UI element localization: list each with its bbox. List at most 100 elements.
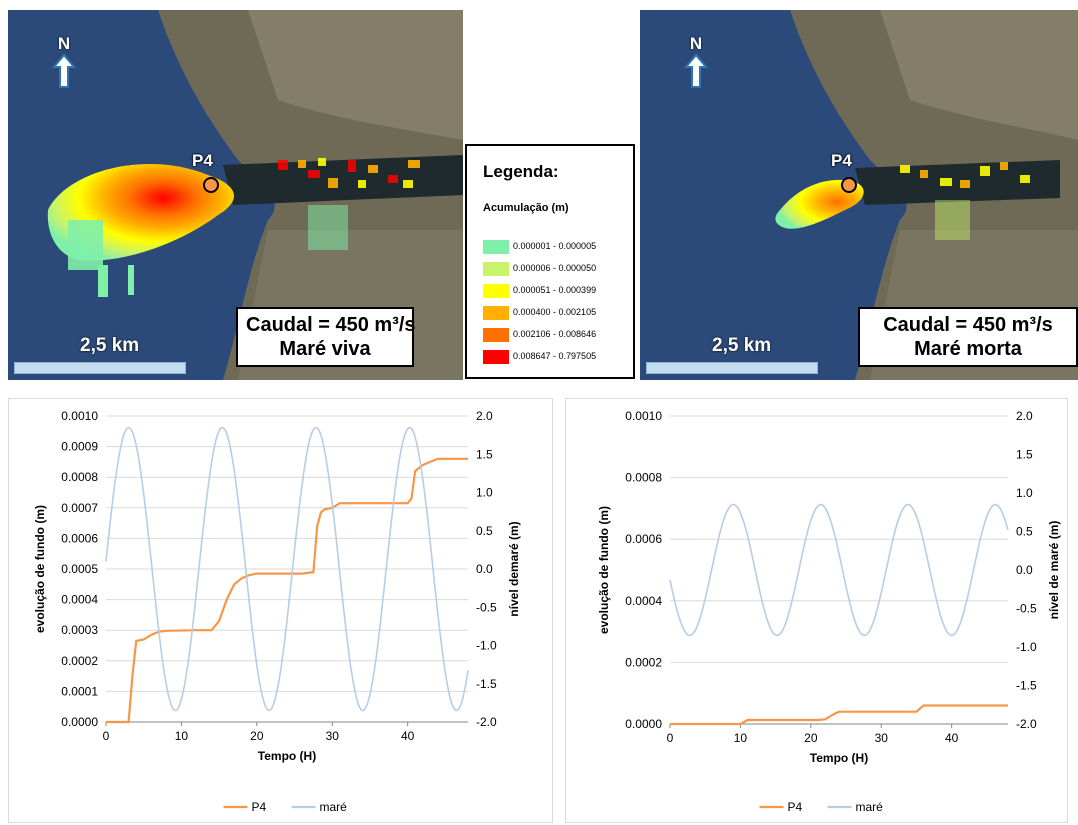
y-tick-label: 0.0000 xyxy=(61,715,98,729)
y2-tick-label: 1.5 xyxy=(1016,448,1033,462)
y2-tick-label: -2.0 xyxy=(1016,717,1037,731)
y2-tick-label: -0.5 xyxy=(1016,602,1037,616)
y-tick-label: 0.0002 xyxy=(61,654,98,668)
x-tick-label: 40 xyxy=(401,729,415,743)
legend-item-label: 0.000006 - 0.000050 xyxy=(513,263,597,273)
y2-tick-label: 1.0 xyxy=(1016,486,1033,500)
legend-swatch xyxy=(483,349,509,364)
y2-tick-label: -2.0 xyxy=(476,715,497,729)
legend-swatch xyxy=(483,327,509,342)
y2-tick-label: 2.0 xyxy=(1016,409,1033,423)
legend-item-label: 0.000051 - 0.000399 xyxy=(513,285,597,295)
y2-tick-label: 1.5 xyxy=(476,447,493,461)
y2-tick-label: -0.5 xyxy=(476,600,497,614)
series-line-p4 xyxy=(670,704,1008,726)
y2-tick-label: 0.5 xyxy=(1016,525,1033,539)
y2-axis-label: nível demaré (m) xyxy=(507,521,521,616)
y-tick-label: 0.0007 xyxy=(61,501,98,515)
x-tick-label: 30 xyxy=(326,729,340,743)
x-axis-label: Tempo (H) xyxy=(810,751,868,765)
legend-label: maré xyxy=(320,800,348,814)
legend-item-label: 0.000001 - 0.000005 xyxy=(513,241,597,251)
legend-title: Legenda: xyxy=(483,162,559,181)
y2-tick-label: 0.0 xyxy=(1016,563,1033,577)
series-line-p4 xyxy=(106,457,468,724)
legend-item: 0.000400 - 0.002105 xyxy=(483,304,596,320)
y-tick-label: 0.0000 xyxy=(625,717,662,731)
y2-tick-label: -1.5 xyxy=(476,677,497,691)
point-label: P4 xyxy=(831,151,852,170)
satellite-map-image xyxy=(8,10,463,380)
caudal-text: Caudal = 450 m³/s xyxy=(246,314,416,336)
y2-tick-label: -1.0 xyxy=(1016,640,1037,654)
y-tick-label: 0.0002 xyxy=(625,655,662,669)
y2-tick-label: -1.5 xyxy=(1016,679,1037,693)
north-label: N xyxy=(57,34,71,53)
y2-tick-label: 1.0 xyxy=(476,486,493,500)
scale-label: 2,5 km xyxy=(712,335,772,356)
y-tick-label: 0.0010 xyxy=(61,409,98,423)
caudal-box: Caudal = 450 m³/s Maré morta xyxy=(858,307,1078,367)
north-arrow: N xyxy=(683,34,709,93)
legend-swatch xyxy=(483,283,509,298)
y2-axis-label: nível de maré (m) xyxy=(1047,521,1061,620)
y-tick-label: 0.0008 xyxy=(625,471,662,485)
legend-item: 0.000001 - 0.000005 xyxy=(483,238,596,254)
north-arrow: N xyxy=(51,34,77,93)
x-tick-label: 0 xyxy=(103,729,110,743)
x-tick-label: 0 xyxy=(667,731,674,745)
x-tick-label: 10 xyxy=(734,731,748,745)
y-tick-label: 0.0006 xyxy=(61,531,98,545)
y-tick-label: 0.0003 xyxy=(61,623,98,637)
legend-swatch xyxy=(483,261,509,276)
map-legend: Legenda: Acumulação (m) 0.000001 - 0.000… xyxy=(465,144,635,379)
point-label: P4 xyxy=(192,151,213,170)
x-axis-label: Tempo (H) xyxy=(258,749,316,763)
x-tick-label: 20 xyxy=(804,731,818,745)
line-chart-svg: 0.00000.00010.00020.00030.00040.00050.00… xyxy=(33,409,521,814)
legend-label: P4 xyxy=(252,800,267,814)
y-tick-label: 0.0008 xyxy=(61,470,98,484)
y-tick-label: 0.0006 xyxy=(625,532,662,546)
y-tick-label: 0.0001 xyxy=(61,684,98,698)
x-tick-label: 30 xyxy=(875,731,889,745)
legend-item-label: 0.002106 - 0.008646 xyxy=(513,329,597,339)
legend-item: 0.000006 - 0.000050 xyxy=(483,260,596,276)
north-arrow-icon xyxy=(51,53,77,88)
legend-label: maré xyxy=(856,800,884,814)
map-mare-morta: N P4 Caudal = 450 m³/s Maré morta 2,5 km xyxy=(640,10,1078,380)
north-label: N xyxy=(689,34,703,53)
y-tick-label: 0.0009 xyxy=(61,440,98,454)
legend-item: 0.002106 - 0.008646 xyxy=(483,326,596,342)
x-tick-label: 40 xyxy=(945,731,959,745)
scale-bar xyxy=(646,362,818,374)
legend-subtitle: Acumulação (m) xyxy=(483,202,569,214)
satellite-map-image xyxy=(640,10,1078,380)
chart-mare-viva: 0.0000 0.0001 0.0002 0.0003 0.0004 0.0005 0.00… xyxy=(8,398,553,823)
tide-text: Maré morta xyxy=(914,338,1022,360)
y2-tick-label: -1.0 xyxy=(476,639,497,653)
legend-item: 0.000051 - 0.000399 xyxy=(483,282,596,298)
y-tick-label: 0.0004 xyxy=(625,594,662,608)
y-tick-label: 0.0005 xyxy=(61,562,98,576)
x-tick-label: 20 xyxy=(250,729,264,743)
y2-tick-label: 2.0 xyxy=(476,409,493,423)
scale-bar xyxy=(14,362,186,374)
tide-text: Maré viva xyxy=(279,338,371,360)
x-tick-label: 10 xyxy=(175,729,189,743)
series-line-mare xyxy=(105,426,469,712)
y-axis-label: evolução de fundo (m) xyxy=(33,505,47,633)
north-arrow-icon xyxy=(683,53,709,88)
legend-swatch xyxy=(483,239,509,254)
y2-tick-label: 0.5 xyxy=(476,524,493,538)
series-line-mare xyxy=(669,503,1009,637)
caudal-box: Caudal = 450 m³/s Maré viva xyxy=(236,307,416,367)
y2-tick-label: 0.0 xyxy=(476,562,493,576)
map-mare-viva: N P4 Caudal = 450 m³/s Maré viva 2,5 km xyxy=(8,10,463,380)
y-tick-label: 0.0004 xyxy=(61,593,98,607)
point-marker-icon xyxy=(841,177,857,193)
y-tick-label: 0.0010 xyxy=(625,409,662,423)
legend-item-label: 0.008647 - 0.797505 xyxy=(513,351,597,361)
legend-label: P4 xyxy=(788,800,803,814)
